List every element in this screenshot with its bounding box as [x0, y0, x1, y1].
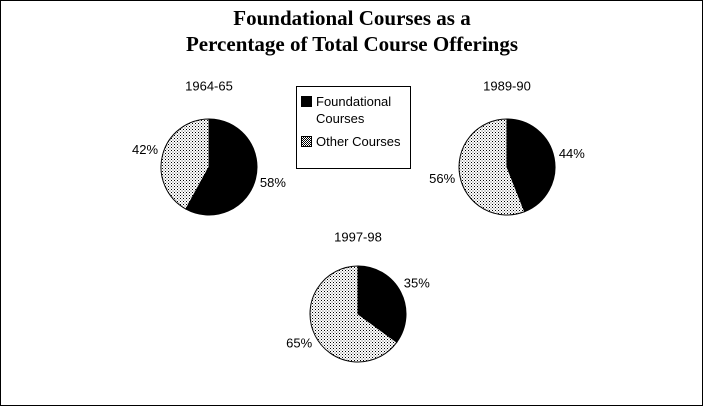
pie-slice — [506, 118, 556, 213]
pie-title: 1997-98 — [334, 229, 382, 244]
pie-title: 1989-90 — [483, 78, 531, 93]
chart-title: Foundational Courses as a — [233, 6, 471, 30]
pie-slice — [357, 265, 407, 343]
pie-slice — [185, 118, 258, 216]
legend-item: Other Courses — [301, 133, 406, 150]
legend: Foundational Courses Other Courses — [296, 86, 411, 169]
pie-slice — [309, 265, 398, 363]
value-label: 44% — [559, 146, 585, 161]
legend-swatch — [301, 136, 312, 147]
value-label: 35% — [404, 275, 430, 290]
value-label: 58% — [260, 175, 286, 190]
pie-slice — [458, 118, 526, 216]
value-label: 56% — [429, 171, 455, 186]
pie-title: 1964-65 — [185, 78, 233, 93]
legend-label: Foundational Courses — [316, 94, 392, 126]
legend-swatch — [301, 96, 312, 107]
chart-title: Percentage of Total Course Offerings — [186, 32, 518, 56]
value-label: 65% — [286, 335, 312, 350]
pie-slice — [160, 118, 210, 210]
legend-label: Other Courses — [316, 134, 401, 149]
legend-item: Foundational Courses — [301, 93, 406, 127]
value-label: 42% — [132, 142, 158, 157]
